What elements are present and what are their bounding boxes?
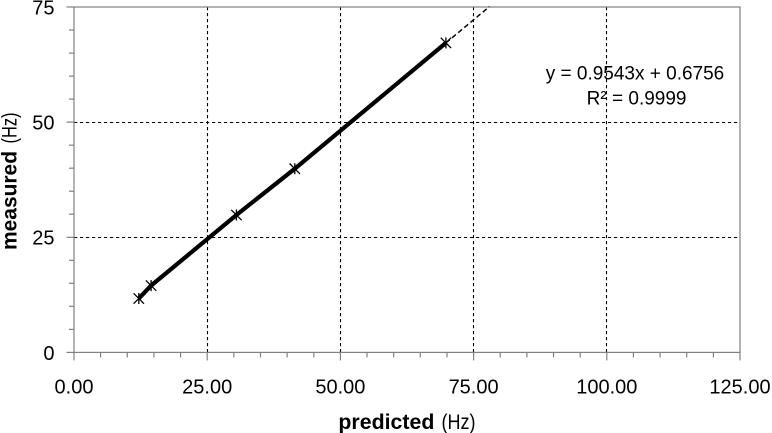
svg-text:measured: measured [0,151,21,250]
svg-text:0: 0 [43,343,54,365]
svg-text:50: 50 [32,112,54,134]
svg-text:(Hz): (Hz) [442,411,476,433]
svg-text:25.00: 25.00 [182,377,232,399]
svg-text:(Hz): (Hz) [0,113,21,144]
svg-text:25: 25 [32,228,54,250]
svg-text:50.00: 50.00 [315,377,365,399]
svg-text:predicted: predicted [338,411,434,433]
svg-text:75: 75 [32,0,54,19]
svg-text:R² = 0.9999: R² = 0.9999 [587,88,687,109]
svg-text:100.00: 100.00 [576,377,637,399]
svg-text:125.00: 125.00 [709,377,770,399]
svg-text:75.00: 75.00 [449,377,499,399]
svg-text:y = 0.9543x + 0.6756: y = 0.9543x + 0.6756 [546,64,725,85]
svg-text:0.00: 0.00 [55,377,94,399]
